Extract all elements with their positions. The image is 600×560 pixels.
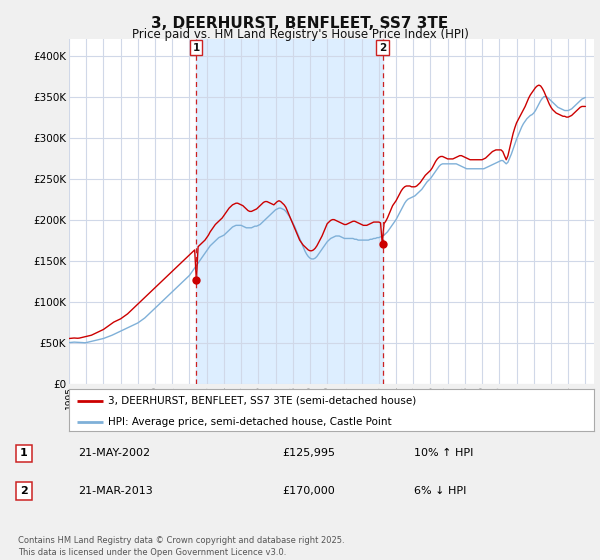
Text: 1: 1 (20, 449, 28, 459)
Text: 2: 2 (379, 43, 386, 53)
Text: 21-MAR-2013: 21-MAR-2013 (78, 486, 153, 496)
Text: Price paid vs. HM Land Registry's House Price Index (HPI): Price paid vs. HM Land Registry's House … (131, 28, 469, 41)
Text: HPI: Average price, semi-detached house, Castle Point: HPI: Average price, semi-detached house,… (109, 417, 392, 427)
Bar (196, 39, 383, 384)
Text: £170,000: £170,000 (282, 486, 335, 496)
Text: Contains HM Land Registry data © Crown copyright and database right 2025.
This d: Contains HM Land Registry data © Crown c… (18, 536, 344, 557)
Text: 3, DEERHURST, BENFLEET, SS7 3TE: 3, DEERHURST, BENFLEET, SS7 3TE (151, 16, 449, 31)
Text: 10% ↑ HPI: 10% ↑ HPI (414, 449, 473, 459)
Text: 6% ↓ HPI: 6% ↓ HPI (414, 486, 466, 496)
Text: 3, DEERHURST, BENFLEET, SS7 3TE (semi-detached house): 3, DEERHURST, BENFLEET, SS7 3TE (semi-de… (109, 395, 416, 405)
Text: 21-MAY-2002: 21-MAY-2002 (78, 449, 150, 459)
Text: 1: 1 (193, 43, 200, 53)
Text: £125,995: £125,995 (282, 449, 335, 459)
Text: 2: 2 (20, 486, 28, 496)
